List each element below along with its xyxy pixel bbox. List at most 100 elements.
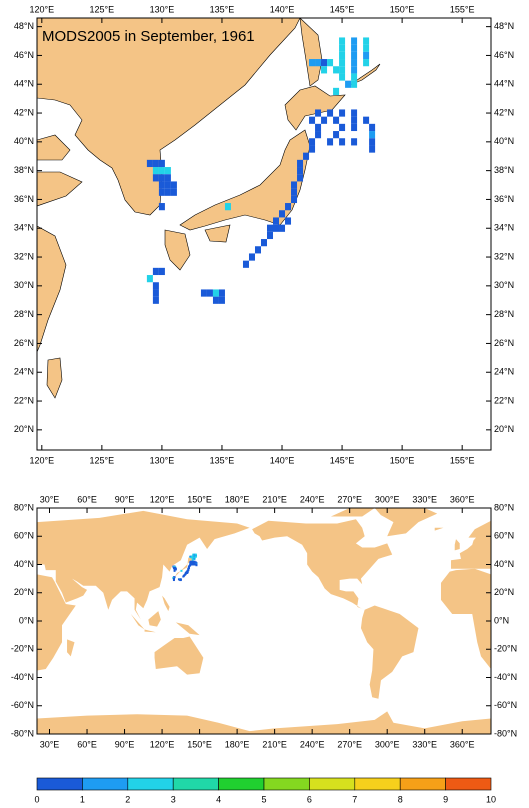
map-frame (36, 17, 492, 451)
land (330, 508, 375, 517)
x-tick-label: 360°E (450, 494, 475, 504)
data-cell (192, 557, 195, 560)
colorbar-label: 2 (125, 794, 130, 804)
x-tick-label: 30°E (40, 494, 60, 504)
data-cell (193, 563, 196, 566)
data-cell (327, 138, 334, 146)
y-tick-label: 26°N (14, 338, 34, 348)
data-cell (339, 138, 346, 146)
global-map (37, 508, 491, 734)
data-cell (172, 579, 175, 582)
land (179, 129, 311, 231)
x-tick-label: 150°E (187, 494, 212, 504)
y-tick-label: 0°N (19, 615, 34, 625)
data-cell (158, 181, 165, 189)
data-cell (333, 131, 340, 139)
data-cell (242, 260, 249, 268)
land (37, 711, 491, 734)
land (374, 508, 438, 537)
data-cell (297, 174, 304, 182)
data-cell (351, 116, 358, 124)
data-cell (309, 138, 316, 146)
x-tick-label: 60°E (77, 494, 97, 504)
data-cell (285, 203, 292, 211)
y-tick-label: 38°N (494, 165, 514, 175)
land (164, 229, 191, 271)
x-tick-label: 90°E (115, 494, 135, 504)
y-tick-label: 28°N (494, 309, 514, 319)
y-tick-label: 32°N (14, 251, 34, 261)
x-tick-label: 120°E (150, 494, 175, 504)
data-cell (200, 289, 207, 297)
data-cell (333, 87, 340, 96)
land (450, 520, 491, 569)
y-tick-label: 0°N (494, 615, 509, 625)
data-cell (191, 558, 194, 561)
y-tick-label: 34°N (14, 223, 34, 233)
y-tick-label: 20°N (494, 587, 514, 597)
data-cell (192, 563, 195, 566)
data-cell (170, 188, 177, 196)
x-tick-label: 30°E (40, 739, 60, 749)
data-cell (267, 231, 274, 240)
land (67, 639, 75, 657)
data-cell (315, 59, 322, 67)
land (299, 18, 323, 87)
data-cell (170, 181, 177, 189)
x-tick-label: 180°E (225, 739, 250, 749)
land (204, 224, 231, 243)
x-tick-label: 125°E (90, 4, 115, 14)
y-tick-label: -80°N (11, 728, 34, 738)
data-cell (173, 576, 176, 579)
data-cell (315, 123, 322, 132)
data-cell (184, 571, 187, 574)
y-tick-label: 48°N (494, 21, 514, 31)
y-tick-label: 38°N (14, 165, 34, 175)
x-tick-label: 130°E (150, 455, 175, 465)
data-cell (333, 116, 340, 124)
data-cell (339, 73, 346, 81)
data-cell (146, 275, 153, 283)
x-tick-label: 300°E (375, 739, 400, 749)
colorbar-swatch (127, 777, 174, 791)
x-tick-label: 145°E (330, 455, 355, 465)
y-tick-label: 80°N (14, 502, 34, 512)
colorbar-swatch (36, 777, 83, 791)
colorbar-label: 0 (34, 794, 39, 804)
data-cell (186, 571, 189, 574)
data-cell (351, 73, 358, 81)
y-tick-label: -60°N (11, 700, 34, 710)
x-tick-label: 270°E (337, 494, 362, 504)
data-cell (174, 568, 177, 571)
x-tick-label: 155°E (450, 4, 475, 14)
data-cell (351, 109, 358, 117)
y-tick-label: 40°N (494, 559, 514, 569)
y-tick-label: 48°N (14, 21, 34, 31)
data-cell (339, 123, 346, 132)
data-cell (164, 188, 171, 196)
x-tick-label: 90°E (115, 739, 135, 749)
data-cell (315, 131, 322, 139)
colorbar-label: 6 (307, 794, 312, 804)
data-cell (369, 131, 376, 139)
y-tick-label: 22°N (494, 395, 514, 405)
data-cell (164, 181, 171, 189)
x-tick-label: 125°E (90, 455, 115, 465)
land (440, 568, 491, 670)
data-cell (190, 556, 193, 559)
x-tick-label: 300°E (375, 494, 400, 504)
land (175, 622, 200, 636)
y-tick-label: 20°N (494, 424, 514, 434)
y-tick-label: 26°N (494, 338, 514, 348)
data-cell (345, 80, 352, 88)
data-cell (158, 174, 165, 182)
data-cell (339, 66, 346, 74)
land (284, 85, 346, 131)
land (37, 171, 83, 207)
data-cell (339, 109, 346, 117)
data-cell (152, 174, 159, 182)
y-tick-label: 40°N (494, 136, 514, 146)
data-cell (173, 569, 176, 572)
data-cell (369, 138, 376, 146)
